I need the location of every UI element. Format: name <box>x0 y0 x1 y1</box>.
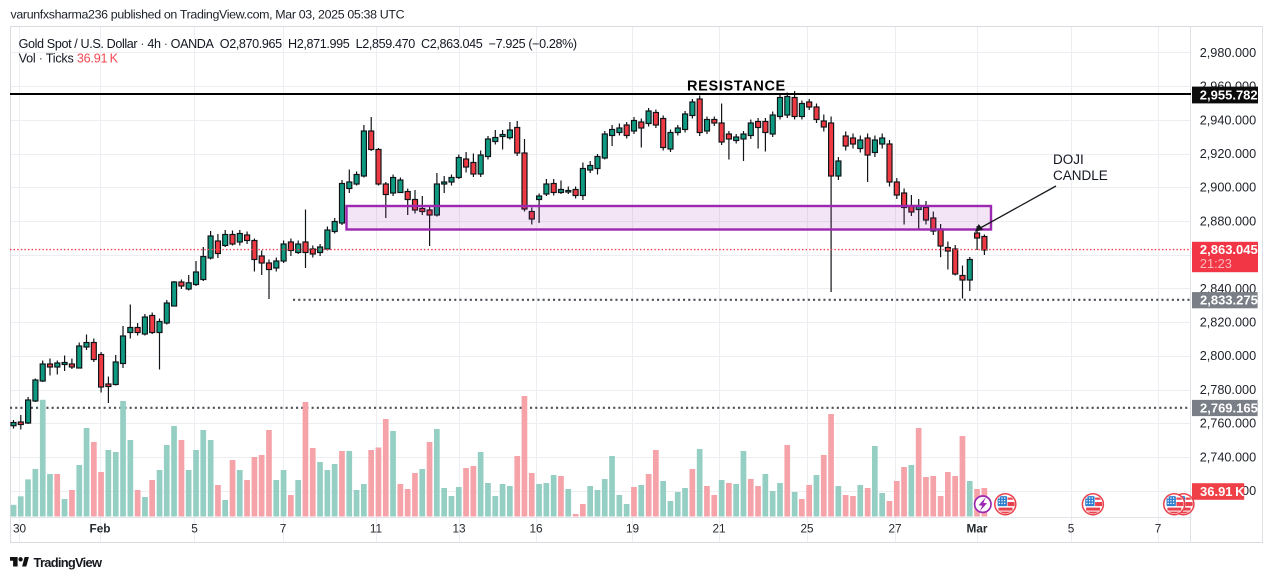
svg-text:7: 7 <box>280 522 287 536</box>
svg-text:2,955.782: 2,955.782 <box>1200 88 1258 103</box>
svg-text:7: 7 <box>1155 522 1162 536</box>
svg-text:2,800.000: 2,800.000 <box>1200 349 1256 363</box>
svg-text:13: 13 <box>452 522 466 536</box>
svg-text:Gold Spot / U.S. Dollar · 4h ·: Gold Spot / U.S. Dollar · 4h · OANDA O2,… <box>19 37 577 51</box>
svg-text:2,780.000: 2,780.000 <box>1200 383 1256 397</box>
svg-text:2,940.000: 2,940.000 <box>1200 113 1256 127</box>
svg-text:Feb: Feb <box>90 522 111 536</box>
svg-text:27: 27 <box>888 522 901 536</box>
svg-text:2,863.045: 2,863.045 <box>1200 242 1258 257</box>
svg-text:5: 5 <box>191 522 198 536</box>
svg-text:Mar: Mar <box>967 522 988 536</box>
svg-text:2,980.000: 2,980.000 <box>1200 46 1256 60</box>
svg-text:CANDLE: CANDLE <box>1053 168 1108 183</box>
svg-text:TradingView: TradingView <box>34 555 103 570</box>
svg-text:2,880.000: 2,880.000 <box>1200 214 1256 228</box>
svg-text:2,760.000: 2,760.000 <box>1200 417 1256 431</box>
svg-text:2,900.000: 2,900.000 <box>1200 181 1256 195</box>
svg-text:2,820.000: 2,820.000 <box>1200 316 1256 330</box>
svg-text:5: 5 <box>1068 522 1075 536</box>
svg-text:RESISTANCE: RESISTANCE <box>687 79 786 95</box>
svg-text:30: 30 <box>13 522 27 536</box>
svg-text:2,740.000: 2,740.000 <box>1200 450 1256 464</box>
svg-text:25: 25 <box>800 522 814 536</box>
svg-text:Vol · Ticks 36.91 K: Vol · Ticks 36.91 K <box>19 51 119 65</box>
svg-text:varunfxsharma236 published on: varunfxsharma236 published on TradingVie… <box>11 8 405 22</box>
svg-text:2,920.000: 2,920.000 <box>1200 147 1256 161</box>
svg-text:21: 21 <box>712 522 725 536</box>
svg-text:21:23: 21:23 <box>1200 256 1232 271</box>
svg-text:36.91 K: 36.91 K <box>1200 484 1245 499</box>
svg-text:19: 19 <box>626 522 639 536</box>
svg-text:2,833.275: 2,833.275 <box>1200 293 1258 308</box>
svg-text:2,769.165: 2,769.165 <box>1200 400 1258 415</box>
svg-text:11: 11 <box>370 522 382 536</box>
svg-text:DOJI: DOJI <box>1053 152 1084 167</box>
svg-text:16: 16 <box>529 522 543 536</box>
